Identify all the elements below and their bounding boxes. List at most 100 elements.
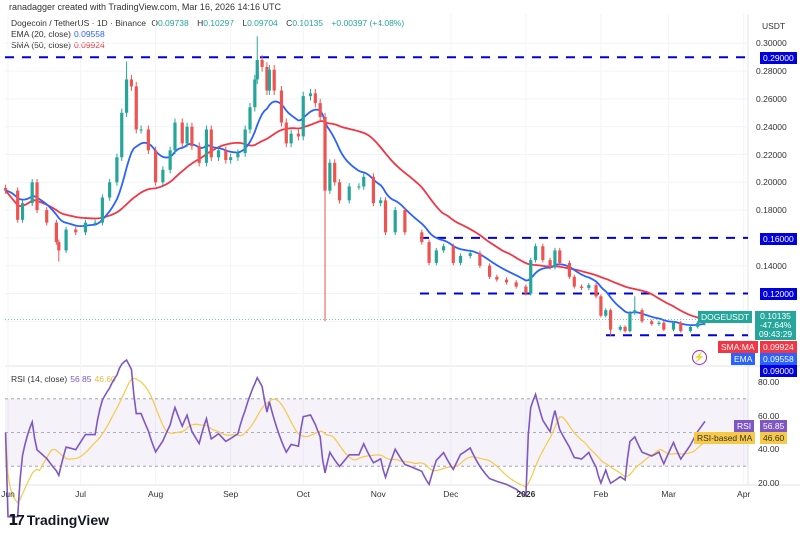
candle-body [20,203,25,220]
candle-body [541,246,545,261]
candle-body [524,286,528,294]
candle-body [301,96,305,137]
rsi-label: RSI (14, close) [11,374,68,384]
candle-body [267,69,271,91]
candle-body [599,296,603,316]
candle-body [134,86,138,130]
candle-body [173,122,177,151]
candle-body [243,129,247,154]
last-price-tag: 0.10135 -47.64% 09:43:29 [755,311,797,340]
candle-body [139,129,143,131]
change-value: +0.00397 (+4.08%) [331,18,405,28]
open-value: 0.09738 [157,18,189,28]
high-label: H [197,18,204,28]
candle-body [393,210,397,233]
price-tick-label: 0.30000 [756,38,787,49]
ema-value: 0.09558 [74,29,105,39]
rsi-tick-label: 40.00 [758,444,780,455]
candle-body [35,182,39,211]
time-tick-label: Dec [443,489,459,499]
candle-body [108,182,112,198]
candle-body [248,107,252,130]
ema-20-line [5,100,706,327]
candle-body [553,250,557,268]
candle-body [608,310,613,330]
candle-body [594,285,598,297]
candle-body [640,310,644,322]
candle-body [93,222,97,224]
candle-body [124,79,129,113]
low-value: 0.09704 [247,18,278,28]
candle-body [284,122,288,144]
sma-label: SMA (50, close) [11,40,71,50]
time-tick-label: Mar [661,489,676,499]
time-tick-label: Apr [737,489,751,499]
rsi-value-tag: 56.85 [760,420,788,432]
candle-body [190,126,194,147]
level-tag-029: 0.29000 [760,52,797,64]
symbol-legend[interactable]: Dogecoin / TetherUS · 1D · Binance O0.09… [11,18,407,28]
candle-body [533,246,538,261]
candle-body [379,200,383,204]
candle-body [623,326,627,332]
candle-body [420,232,424,243]
time-tick-label: Nov [370,489,386,499]
candle-body [146,129,150,151]
candle-body [74,229,78,233]
candle-body [185,126,189,144]
candle-body [54,222,58,243]
candle-body [558,250,562,263]
tradingview-logo-icon: 𝟭7 [8,512,25,529]
candle-body [371,176,376,204]
symbol-tag: DOGEUSDT [698,311,753,323]
lightning-icon[interactable]: ⚡ [692,350,707,365]
time-tick-label: Jul [75,489,87,499]
rsi-ma-value: 46.60 [94,374,116,384]
candle-body [579,286,584,288]
candle-body [161,169,165,183]
candle-body [154,150,158,183]
candle-body [16,190,20,220]
time-tick-label: Aug [148,489,164,499]
ema-legend[interactable]: EMA (20, close) 0.09558 [11,29,108,39]
time-tick-label: Feb [593,489,609,499]
candle-body [83,222,88,233]
candle-body [260,59,264,67]
candle-body [255,59,259,80]
price-tick-label: 0.28000 [756,66,787,77]
candle-body [618,326,622,330]
candle-body [180,122,184,144]
candle-body [451,246,455,263]
close-value: 0.10135 [292,18,324,28]
candle-body [604,310,608,316]
rsi-tick-label: 60.00 [758,410,780,421]
candle-body [296,133,300,137]
candle-body [383,200,388,233]
candle-body [650,321,654,325]
tradingview-logo[interactable]: 𝟭7 TradingView [8,511,109,529]
sma-legend[interactable]: SMA (50, close) 0.09924 [11,40,108,50]
candle-body [236,153,240,158]
candle-body [679,322,683,332]
candle-body [120,112,124,158]
candle-body [403,210,407,233]
candle-body [253,79,257,108]
rsi-ma-line [4,377,706,504]
rsi-ma-name-tag: RSI-based MA [694,432,756,444]
candle-body [487,265,492,277]
candle-body [279,90,284,123]
bar-countdown: 09:43:29 [759,329,793,339]
candle-body [224,150,228,161]
candle-body [115,157,119,183]
candle-body [514,282,518,287]
level-tag-009: 0.09000 [760,365,797,377]
candle-body [587,285,591,288]
rsi-tick-label: 80.00 [758,377,780,387]
candle-body [548,260,552,268]
candle-body [168,150,172,170]
candle-body [529,260,533,294]
candle-body [3,187,8,191]
candle-body [308,93,313,97]
sma-value: 0.09924 [74,40,105,50]
